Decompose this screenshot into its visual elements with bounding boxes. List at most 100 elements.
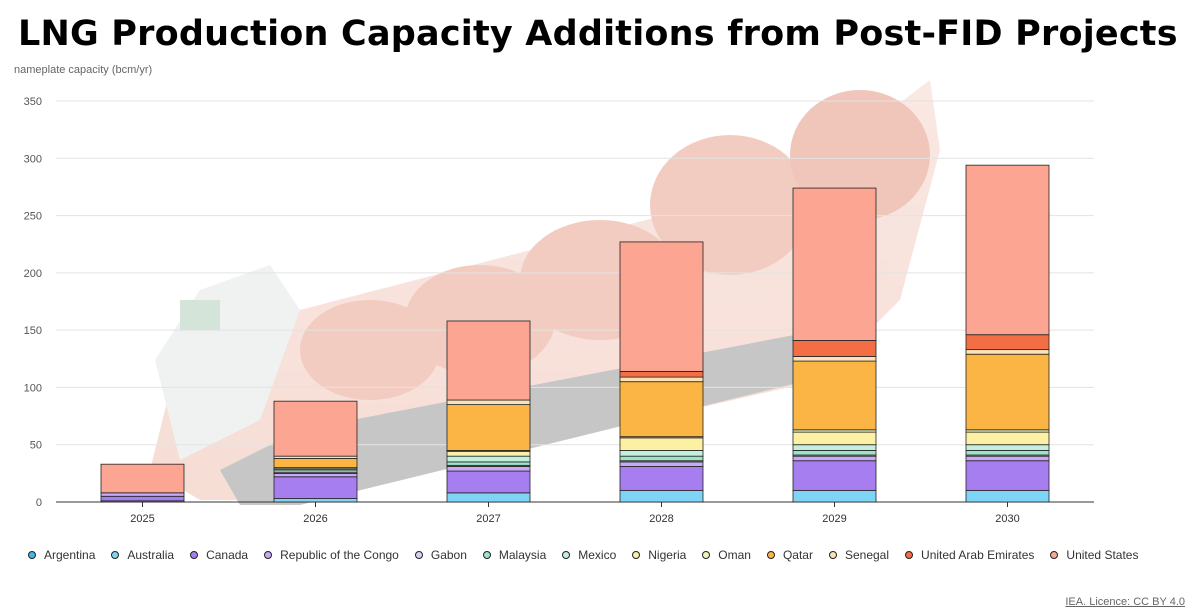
bar-segment (965, 353, 1050, 431)
bars (100, 164, 1050, 503)
bar-segment (273, 400, 358, 457)
bar-segment (446, 399, 531, 406)
y-tick-label: 50 (30, 440, 42, 452)
legend-item[interactable]: Oman (702, 548, 751, 562)
legend-item[interactable]: Mexico (562, 548, 616, 562)
legend-item[interactable]: Australia (111, 548, 174, 562)
bar-segment (965, 455, 1050, 462)
y-tick-labels: 0 50 100 150 200 250 300 350 (24, 96, 42, 509)
legend-label: Senegal (844, 548, 890, 562)
x-tick-label: 2028 (649, 513, 673, 525)
x-tick-label: 2027 (476, 513, 500, 525)
bar-segment (965, 431, 1050, 446)
legend-label: Argentina (44, 548, 96, 562)
bar-segment (619, 381, 704, 438)
bar-segment (792, 431, 877, 446)
bar-segment (792, 455, 877, 462)
bar-segment (965, 349, 1050, 355)
legend-label: Australia (127, 548, 175, 562)
bar-segment (100, 495, 185, 502)
legend-swatch (264, 551, 273, 559)
bar-segment (446, 461, 531, 466)
y-tick-label: 0 (36, 497, 42, 509)
bar-segment (273, 476, 358, 499)
bar-segment (446, 492, 531, 503)
bar-segment (792, 444, 877, 451)
legend-item[interactable]: United States (1050, 548, 1138, 562)
bar-segment (446, 320, 531, 401)
y-tick-label: 350 (24, 96, 42, 108)
legend-label: Nigeria (648, 548, 687, 562)
legend-item[interactable]: Republic of the Congo (264, 548, 399, 562)
bar-segment (619, 376, 704, 383)
x-tick-label: 2026 (303, 513, 327, 525)
bar-segment (619, 455, 704, 462)
bar-segment (965, 490, 1050, 503)
legend-swatch (766, 551, 775, 559)
bar-segment (792, 356, 877, 362)
legend-label: Malaysia (498, 548, 547, 562)
y-tick-label: 200 (24, 268, 42, 280)
bar-segment (619, 466, 704, 491)
bar-segment (446, 466, 531, 472)
bar-segment (792, 187, 877, 341)
bar-segment (446, 404, 531, 451)
x-tick-labels: 2025 2026 2027 2028 2029 2030 (130, 502, 1020, 525)
legend-swatch (905, 551, 914, 559)
legend-label: Gabon (430, 548, 467, 562)
legend-label: Oman (718, 548, 751, 562)
bar-segment (792, 340, 877, 357)
bar-segment (619, 461, 704, 467)
bar-segment (619, 241, 704, 372)
bar-segment (792, 360, 877, 431)
legend-swatch (111, 551, 120, 559)
legend-item[interactable]: Nigeria (632, 548, 686, 562)
legend-swatch (414, 551, 423, 559)
bar-segment (965, 164, 1050, 336)
legend-label: Mexico (578, 548, 617, 562)
legend-swatch (482, 551, 491, 559)
y-tick-label: 100 (24, 382, 42, 394)
legend-item[interactable]: Qatar (766, 548, 813, 562)
bar-segment (619, 450, 704, 457)
bar-segment (100, 463, 185, 494)
x-tick-label: 2030 (995, 513, 1019, 525)
legend: Argentina Australia Canada Republic of the … (28, 548, 1188, 562)
chart-title: LNG Production Capacity Additions from P… (18, 14, 1178, 54)
x-tick-label: 2025 (130, 513, 154, 525)
legend-swatch (190, 551, 199, 559)
gridlines (56, 100, 1094, 503)
legend-swatch (28, 551, 36, 559)
legend-swatch (702, 551, 711, 559)
x-tick-label: 2029 (822, 513, 846, 525)
bar-segment (446, 451, 531, 457)
legend-item[interactable]: United Arab Emirates (905, 548, 1034, 562)
legend-label: United Arab Emirates (921, 548, 1035, 562)
legend-label: United States (1066, 548, 1139, 562)
legend-label: Republic of the Congo (280, 548, 399, 562)
y-tick-label: 250 (24, 211, 42, 223)
bar-segment (273, 498, 358, 503)
licence-credit-link[interactable]: IEA. Licence: CC BY 4.0 (1065, 596, 1185, 608)
bar-segment (965, 444, 1050, 451)
legend-item[interactable]: Canada (190, 548, 248, 562)
legend-swatch (632, 551, 641, 559)
bar-segment (446, 470, 531, 494)
bar-segment (100, 492, 185, 497)
legend-item[interactable]: Gabon (414, 548, 467, 562)
bar-segment (792, 460, 877, 491)
legend-label: Canada (206, 548, 249, 562)
bar-segment (965, 460, 1050, 491)
legend-item[interactable]: Argentina (28, 548, 95, 562)
y-tick-label: 150 (24, 325, 42, 337)
bar-segment (965, 450, 1050, 456)
bar-segment (965, 334, 1050, 351)
bar-segment (792, 490, 877, 503)
bar-segment (792, 450, 877, 456)
legend-item[interactable]: Senegal (828, 548, 890, 562)
legend-swatch (562, 551, 571, 559)
y-axis-label: nameplate capacity (bcm/yr) (14, 64, 153, 76)
bar-segment (619, 437, 704, 451)
legend-item[interactable]: Malaysia (482, 548, 547, 562)
